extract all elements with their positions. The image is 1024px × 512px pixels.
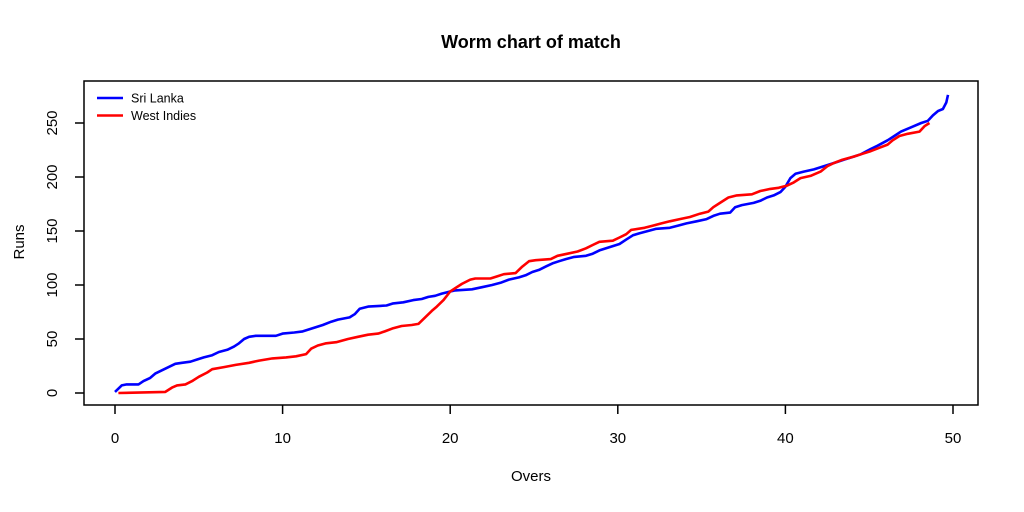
- x-tick-label: 50: [945, 430, 962, 447]
- y-axis-title: Runs: [11, 224, 28, 259]
- y-tick-label: 100: [44, 272, 61, 297]
- x-tick-label: 30: [609, 430, 626, 447]
- x-axis-ticks: 0 10 20 30 40 50: [111, 405, 962, 447]
- y-tick-label: 50: [44, 331, 61, 348]
- y-tick-label: 250: [44, 110, 61, 135]
- y-axis-ticks: 0 50 100 150 200 250: [44, 110, 84, 397]
- data-series: [114, 94, 950, 395]
- legend-label-sri-lanka: Sri Lanka: [131, 92, 184, 106]
- x-axis-title: Overs: [511, 468, 551, 485]
- x-tick-label: 10: [274, 430, 291, 447]
- y-tick-label: 200: [44, 164, 61, 189]
- x-tick-label: 20: [442, 430, 459, 447]
- sri-lanka-line: [114, 94, 950, 393]
- legend-label-west-indies: West Indies: [131, 109, 196, 123]
- chart-title: Worm chart of match: [441, 32, 621, 52]
- x-tick-label: 0: [111, 430, 119, 447]
- y-tick-label: 0: [44, 389, 61, 397]
- x-tick-label: 40: [777, 430, 794, 447]
- plot-area-border: [83, 80, 979, 406]
- y-tick-label: 150: [44, 218, 61, 243]
- west-indies-line: [118, 121, 931, 395]
- legend: Sri Lanka West Indies: [97, 92, 196, 123]
